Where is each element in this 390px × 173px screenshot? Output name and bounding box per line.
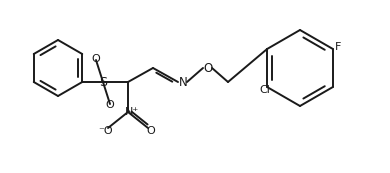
Text: N: N xyxy=(179,75,187,89)
Text: F: F xyxy=(335,42,341,52)
Text: S: S xyxy=(99,75,107,89)
Text: O: O xyxy=(203,61,213,75)
Text: ⁻O: ⁻O xyxy=(99,126,113,136)
Text: O: O xyxy=(92,54,100,64)
Text: N⁺: N⁺ xyxy=(125,107,139,117)
Text: O: O xyxy=(147,126,155,136)
Text: O: O xyxy=(106,100,114,110)
Text: Cl: Cl xyxy=(260,85,271,95)
